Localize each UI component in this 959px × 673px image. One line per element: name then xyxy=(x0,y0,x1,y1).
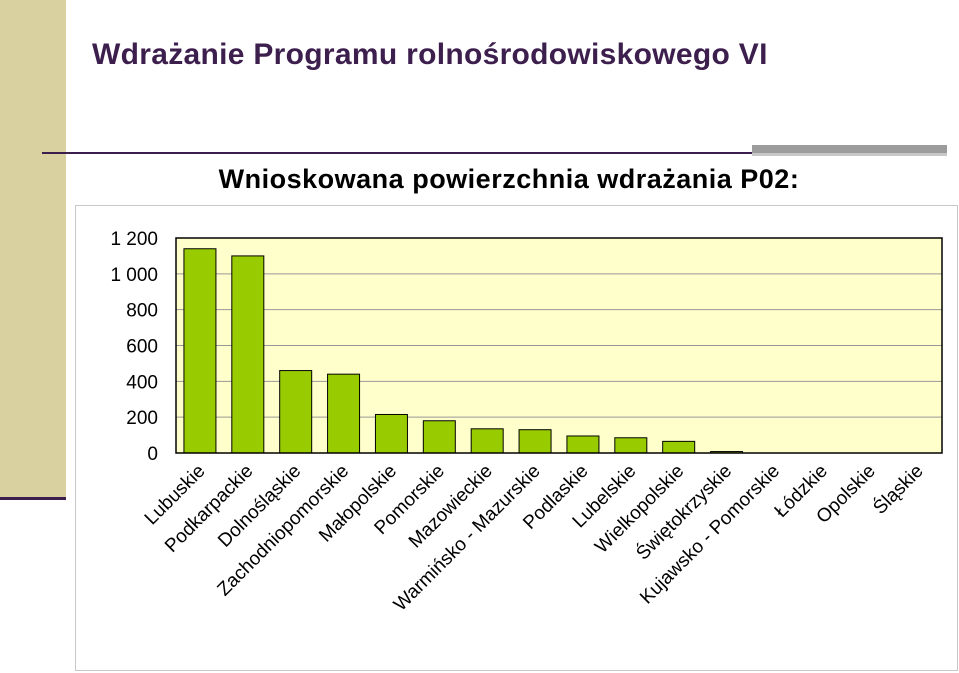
bar xyxy=(183,248,217,454)
x-axis-labels: LubuskiePodkarpackieDolnośląskieZachodni… xyxy=(141,460,928,615)
divider-accent-bar xyxy=(752,145,947,156)
chart-title: Wnioskowana powierzchnia wdrażania P02: xyxy=(219,164,800,194)
y-tick-label: 800 xyxy=(126,301,158,322)
bar xyxy=(327,373,361,454)
bar xyxy=(279,370,313,454)
y-tick-label: 1 000 xyxy=(110,265,158,286)
bar xyxy=(566,435,600,454)
sidebar-decoration xyxy=(0,0,66,498)
bar xyxy=(470,428,504,454)
page-title: Wdrażanie Programu rolnośrodowiskowego V… xyxy=(92,38,768,71)
bar xyxy=(662,440,696,454)
y-tick-label: 1 200 xyxy=(110,229,158,250)
y-tick-label: 0 xyxy=(147,444,158,465)
y-axis-ticks: 1 200 1 000 800 600 400 200 0 xyxy=(110,229,158,465)
title-divider xyxy=(42,152,752,154)
y-tick-label: 600 xyxy=(126,337,158,358)
y-tick-label: 200 xyxy=(126,408,158,429)
x-tick-label: Śląskie xyxy=(869,460,928,519)
y-tick-label: 400 xyxy=(126,372,158,393)
bar xyxy=(614,437,648,454)
plot-frame xyxy=(175,237,943,454)
bars xyxy=(183,248,744,454)
bar xyxy=(422,420,456,454)
divider-accent-bar-light xyxy=(752,153,947,156)
bar xyxy=(231,255,265,454)
bar xyxy=(374,413,408,454)
bar xyxy=(518,429,552,454)
sidebar-underline xyxy=(0,497,66,500)
